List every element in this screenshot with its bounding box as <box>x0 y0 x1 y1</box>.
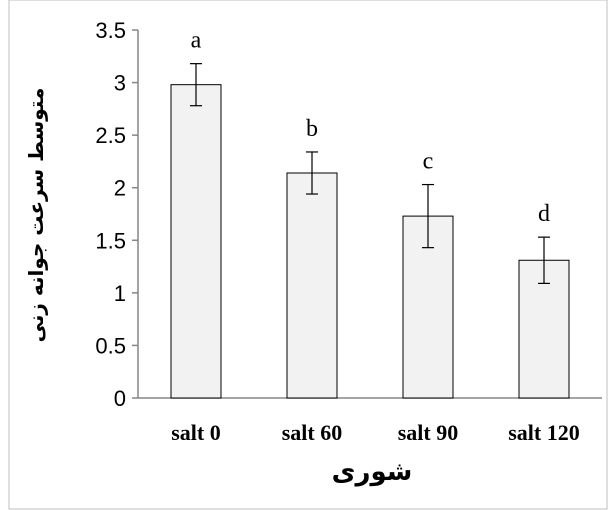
x-axis-title: شوری <box>332 457 413 487</box>
data-label-3: c <box>423 149 434 175</box>
y-tick-label: 0.5 <box>95 333 126 358</box>
x-tick-label: salt 90 <box>398 420 459 445</box>
y-tick-label: 1.5 <box>95 228 126 253</box>
x-tick-label: salt 120 <box>508 420 580 445</box>
y-tick-label: 0 <box>114 386 126 411</box>
x-tick-label: salt 0 <box>171 420 221 445</box>
plot-area: 0 0.5 1 1.5 2 2.5 3 3.5 a salt 0 b salt 60 c salt 90 d… <box>95 18 602 445</box>
chart-frame <box>8 0 608 510</box>
bar-2 <box>286 172 338 399</box>
y-tick-label: 3 <box>114 71 126 96</box>
y-tick-label: 2.5 <box>95 123 126 148</box>
data-label-4: d <box>538 201 550 227</box>
x-tick-label: salt 60 <box>282 420 343 445</box>
data-label-2: b <box>306 116 318 142</box>
data-label-1: a <box>191 28 202 54</box>
y-tick-label: 2 <box>114 176 126 201</box>
bar-1 <box>170 84 222 399</box>
y-axis-title: متوسط سرعت جوانه زنی <box>24 88 48 343</box>
y-tick-label: 3.5 <box>95 18 126 43</box>
y-tick-label: 1 <box>114 281 126 306</box>
